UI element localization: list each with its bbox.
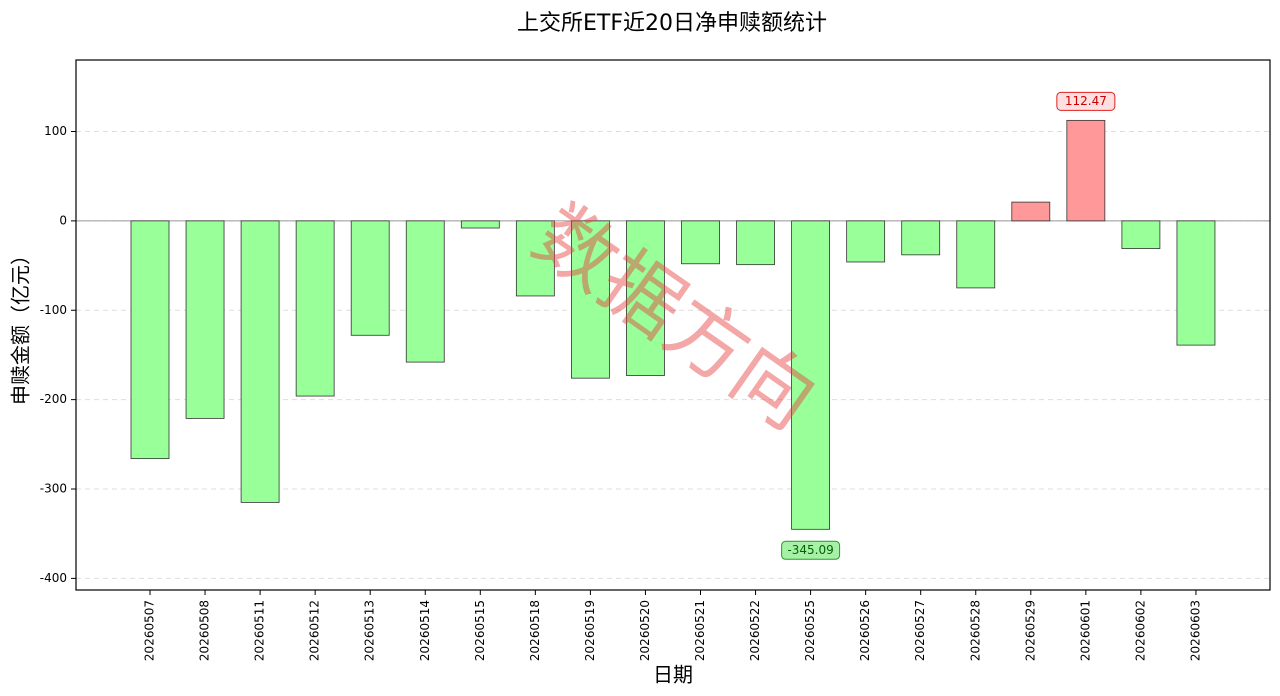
x-tick-label: 20260602: [1133, 600, 1147, 661]
x-tick-label: 20260528: [968, 600, 982, 661]
bar: [1121, 220, 1161, 249]
x-tick-label: 20260512: [308, 600, 322, 661]
bar: [1011, 201, 1051, 222]
x-tick-label: 20260529: [1023, 600, 1037, 661]
x-tick-label: 20260514: [418, 600, 432, 661]
x-tick-label: 20260603: [1188, 600, 1202, 661]
x-tick-label: 20260526: [858, 600, 872, 661]
x-axis-label: 日期: [653, 663, 693, 687]
x-tick-label: 20260527: [913, 600, 927, 661]
value-label-box: [781, 540, 841, 560]
y-axis-label: 申赎金额（亿元）: [9, 245, 33, 405]
bar: [240, 220, 280, 503]
watermark: 数据方向: [517, 188, 832, 448]
bar: [1066, 119, 1106, 222]
value-label: -345.09: [787, 543, 833, 557]
bar: [846, 220, 886, 263]
bar: [681, 220, 720, 265]
x-tick-label: 20260522: [748, 600, 762, 661]
bar: [350, 220, 390, 336]
y-tick-label: 0: [59, 213, 67, 227]
bar: [130, 220, 170, 460]
x-tick-label: 20260513: [363, 600, 377, 661]
bar: [791, 220, 830, 530]
x-tick-label: 20260508: [198, 600, 212, 661]
bar: [626, 220, 665, 376]
bar: [515, 220, 555, 297]
chart-title: 上交所ETF近20日净申赎额统计: [517, 11, 827, 36]
x-tick-label: 20260520: [638, 600, 652, 661]
bar: [1176, 220, 1216, 346]
y-tick-label: -300: [40, 482, 67, 496]
bar: [901, 220, 941, 256]
y-tick-label: -400: [40, 571, 67, 585]
x-tick-label: 20260519: [583, 600, 597, 661]
bar: [956, 220, 996, 289]
bar: [185, 220, 225, 419]
x-tick-label: 20260518: [528, 600, 542, 661]
x-tick-label: 20260521: [693, 600, 707, 661]
x-tick-label: 20260601: [1078, 600, 1092, 661]
x-tick-label: 20260511: [253, 600, 267, 661]
bar: [571, 220, 610, 379]
x-tick-label: 20260515: [473, 600, 487, 661]
y-tick-label: 100: [44, 124, 67, 138]
y-tick-label: -200: [40, 392, 67, 406]
x-tick-label: 20260507: [143, 600, 157, 661]
bar: [405, 220, 445, 363]
bar: [460, 220, 500, 229]
bar: [736, 220, 775, 266]
bar: [295, 220, 335, 397]
value-label: 112.47: [1065, 94, 1107, 108]
x-tick-label: 20260525: [803, 600, 817, 661]
y-tick-label: -100: [40, 303, 67, 317]
plot-frame: [75, 59, 1271, 591]
value-label-box: [1056, 91, 1116, 111]
